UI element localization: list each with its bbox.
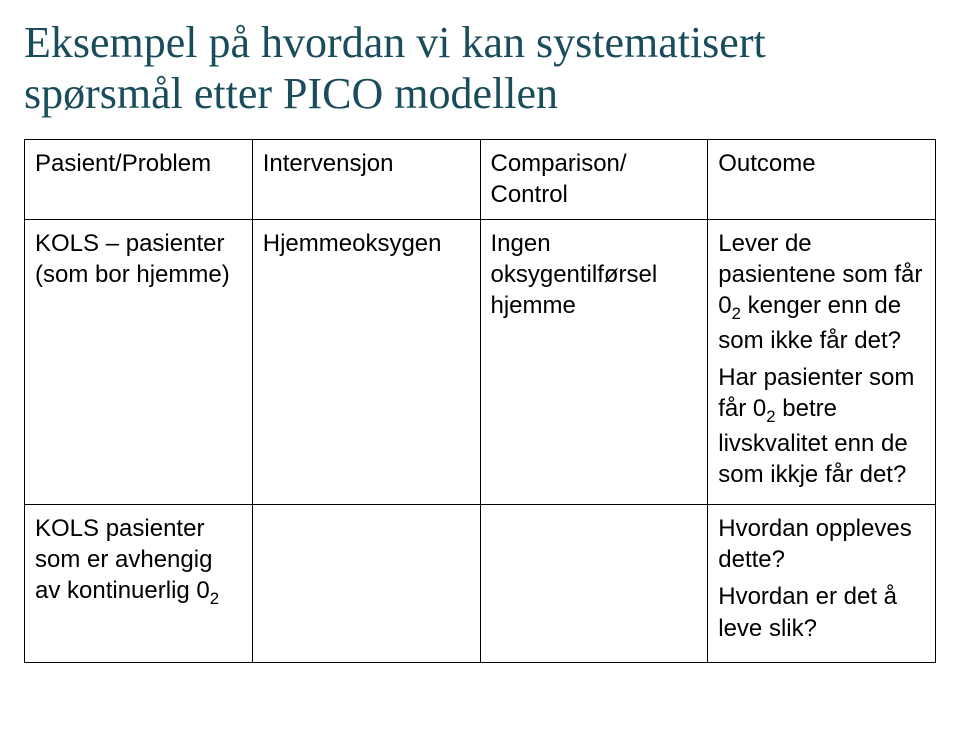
- cell-patient-1: KOLS – pasienter (som bor hjemme): [25, 219, 253, 504]
- cell-outcome-1: Lever de pasientene som får 02 kenger en…: [708, 219, 936, 504]
- cell-comparison-2: [480, 504, 708, 662]
- slide-title: Eksempel på hvordan vi kan systematisert…: [24, 18, 936, 119]
- table-row: KOLS pasienter som er avhengig av kontin…: [25, 504, 936, 662]
- title-line2: spørsmål etter PICO modellen: [24, 69, 558, 118]
- cell-intervention-2: [252, 504, 480, 662]
- col-comparison: Comparison/ Control: [480, 140, 708, 219]
- pico-table: Pasient/Problem Intervensjon Comparison/…: [24, 139, 936, 663]
- outcome-text-1: Lever de pasientene som får 02 kenger en…: [718, 228, 925, 356]
- cell-comparison-1: Ingen oksygentilførsel hjemme: [480, 219, 708, 504]
- title-line1: Eksempel på hvordan vi kan systematisert: [24, 18, 766, 67]
- cell-outcome-2: Hvordan oppleves dette? Hvordan er det å…: [708, 504, 936, 662]
- cell-intervention-1: Hjemmeoksygen: [252, 219, 480, 504]
- table-row: KOLS – pasienter (som bor hjemme) Hjemme…: [25, 219, 936, 504]
- col-patient: Pasient/Problem: [25, 140, 253, 219]
- outcome-text-4: Hvordan er det å leve slik?: [718, 581, 925, 643]
- outcome-text-2: Har pasienter som får 02 betre livskvali…: [718, 362, 925, 490]
- cell-patient-2: KOLS pasienter som er avhengig av kontin…: [25, 504, 253, 662]
- table-header-row: Pasient/Problem Intervensjon Comparison/…: [25, 140, 936, 219]
- col-outcome: Outcome: [708, 140, 936, 219]
- outcome-text-3: Hvordan oppleves dette?: [718, 513, 925, 575]
- col-intervention: Intervensjon: [252, 140, 480, 219]
